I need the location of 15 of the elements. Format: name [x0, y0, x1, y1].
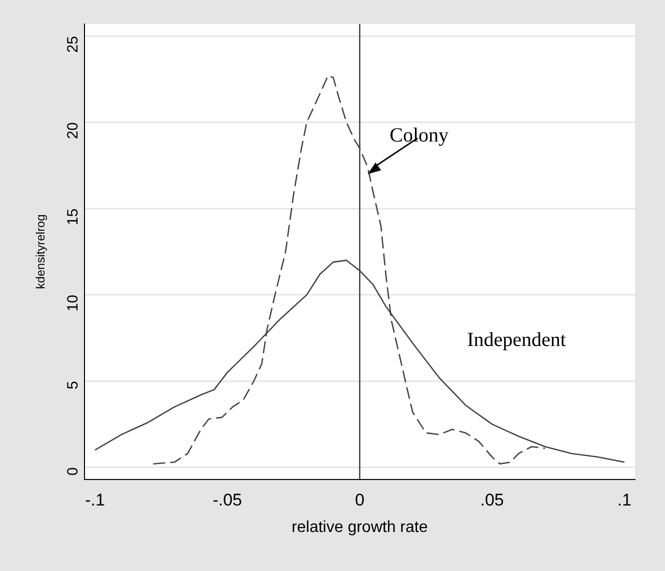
x-tick-label: .1 — [617, 490, 632, 510]
y-tick-label: 20 — [64, 122, 82, 140]
annotation: Colony — [390, 124, 449, 146]
annotation: Independent — [467, 328, 566, 351]
y-tick-label: 10 — [64, 294, 82, 312]
x-tick-label: 0 — [354, 490, 364, 510]
x-tick-label: .05 — [480, 490, 504, 510]
y-axis-title: kdensityrelrog — [34, 214, 48, 290]
y-tick-label: 15 — [64, 208, 82, 226]
x-axis-title: relative growth rate — [292, 518, 428, 536]
y-tick-label: 25 — [64, 36, 82, 53]
x-tick-label: -.05 — [212, 490, 242, 510]
y-tick-label: 0 — [64, 467, 82, 476]
y-tick-label: 5 — [64, 381, 82, 390]
x-tick-label: -.1 — [85, 490, 105, 510]
